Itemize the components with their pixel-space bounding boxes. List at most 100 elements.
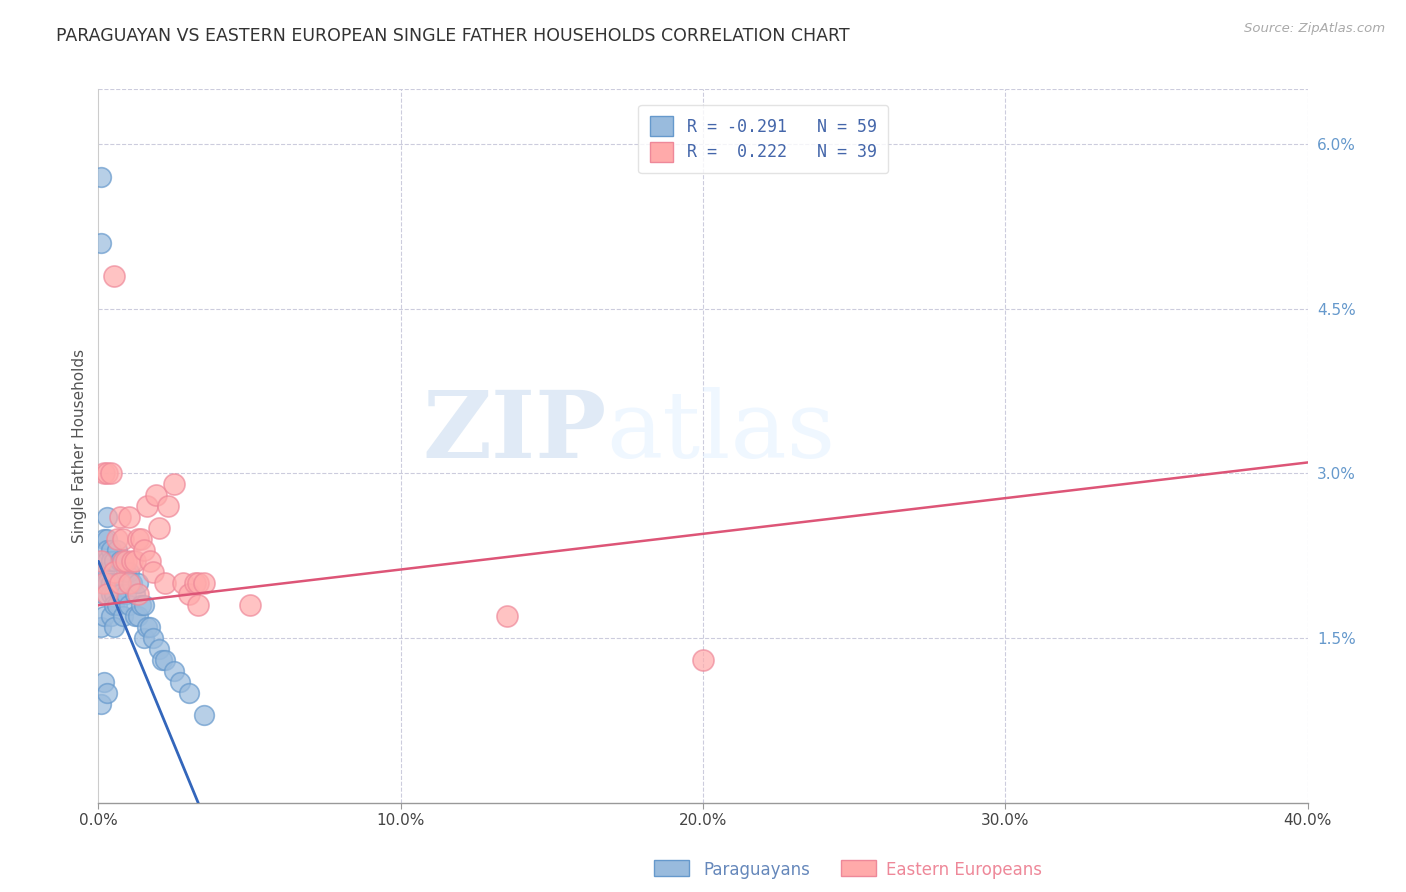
Point: [118, 576, 141, 591]
Point: [121, 554, 143, 568]
Point: [142, 566, 165, 580]
Point: [179, 587, 201, 601]
Text: PARAGUAYAN VS EASTERN EUROPEAN SINGLE FATHER HOUSEHOLDS CORRELATION CHART: PARAGUAYAN VS EASTERN EUROPEAN SINGLE FA…: [56, 27, 849, 45]
Point: [124, 587, 146, 601]
Point: [93, 566, 115, 580]
Point: [135, 500, 157, 514]
Y-axis label: Single Father Households: Single Father Households: [72, 349, 87, 543]
Text: Eastern Europeans: Eastern Europeans: [886, 861, 1042, 879]
Point: [163, 477, 186, 491]
Text: atlas: atlas: [606, 387, 835, 476]
Point: [187, 598, 209, 612]
Point: [139, 620, 162, 634]
Point: [103, 598, 125, 612]
Point: [132, 543, 155, 558]
Point: [172, 576, 194, 591]
Point: [114, 554, 136, 568]
Point: [103, 268, 125, 283]
Point: [93, 467, 115, 481]
Point: [127, 609, 149, 624]
Point: [187, 576, 209, 591]
Point: [93, 576, 115, 591]
Point: [93, 576, 115, 591]
Point: [111, 609, 134, 624]
Point: [121, 576, 143, 591]
Legend: R = -0.291   N = 59, R =  0.222   N = 39: R = -0.291 N = 59, R = 0.222 N = 39: [638, 104, 889, 173]
Point: [103, 554, 125, 568]
Point: [127, 576, 149, 591]
Point: [179, 686, 201, 700]
Point: [692, 653, 714, 667]
Text: Paraguayans: Paraguayans: [703, 861, 810, 879]
Point: [169, 675, 191, 690]
Point: [96, 566, 118, 580]
Point: [108, 576, 131, 591]
Point: [127, 533, 149, 547]
Point: [145, 488, 167, 502]
Point: [96, 587, 118, 601]
Point: [153, 653, 176, 667]
Point: [103, 620, 125, 634]
Point: [100, 576, 122, 591]
Point: [163, 664, 186, 678]
Point: [96, 543, 118, 558]
Point: [132, 631, 155, 645]
Point: [108, 510, 131, 524]
Point: [118, 566, 141, 580]
Point: [93, 566, 115, 580]
Point: [142, 631, 165, 645]
Point: [96, 533, 118, 547]
Point: [100, 609, 122, 624]
Point: [129, 533, 152, 547]
Point: [111, 554, 134, 568]
Point: [100, 554, 122, 568]
Point: [96, 510, 118, 524]
Point: [118, 510, 141, 524]
Point: [90, 235, 112, 250]
Point: [90, 576, 112, 591]
Point: [90, 554, 112, 568]
Point: [93, 533, 115, 547]
Point: [93, 587, 115, 601]
Point: [96, 554, 118, 568]
FancyBboxPatch shape: [654, 860, 689, 876]
Point: [96, 467, 118, 481]
Point: [96, 576, 118, 591]
Point: [108, 554, 131, 568]
Point: [105, 543, 128, 558]
Point: [114, 587, 136, 601]
Point: [124, 554, 146, 568]
Point: [93, 609, 115, 624]
Point: [193, 708, 215, 723]
Point: [90, 169, 112, 184]
Point: [100, 543, 122, 558]
Point: [156, 500, 179, 514]
FancyBboxPatch shape: [841, 860, 876, 876]
Point: [100, 467, 122, 481]
Point: [148, 642, 170, 657]
Point: [100, 587, 122, 601]
Point: [139, 554, 162, 568]
Point: [93, 675, 115, 690]
Point: [148, 521, 170, 535]
Point: [193, 576, 215, 591]
Point: [127, 587, 149, 601]
Point: [111, 533, 134, 547]
Point: [129, 598, 152, 612]
Point: [108, 587, 131, 601]
Point: [150, 653, 173, 667]
Text: Source: ZipAtlas.com: Source: ZipAtlas.com: [1244, 22, 1385, 36]
Point: [96, 686, 118, 700]
Point: [105, 598, 128, 612]
Point: [114, 566, 136, 580]
Point: [495, 609, 517, 624]
Point: [90, 697, 112, 711]
Point: [93, 554, 115, 568]
Point: [135, 620, 157, 634]
Point: [105, 533, 128, 547]
Point: [90, 620, 112, 634]
Point: [124, 609, 146, 624]
Point: [153, 576, 176, 591]
Text: ZIP: ZIP: [422, 387, 606, 476]
Point: [103, 587, 125, 601]
